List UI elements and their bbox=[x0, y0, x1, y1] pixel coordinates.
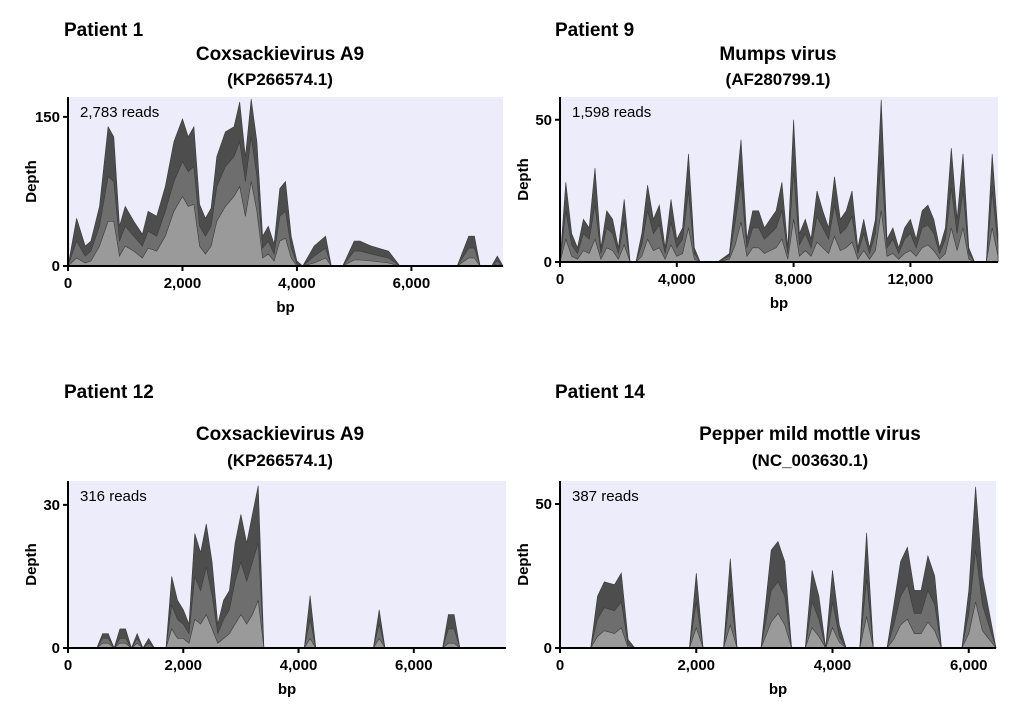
y-tick-label: 150 bbox=[35, 109, 60, 126]
patient-label: Patient 14 bbox=[555, 382, 645, 403]
x-tick-label: 6,000 bbox=[950, 657, 988, 674]
chart-title: Coxsackievirus A9 bbox=[195, 424, 365, 445]
y-tick-label: 30 bbox=[43, 497, 60, 514]
y-tick-label: 0 bbox=[544, 640, 552, 657]
chart-subtitle: (NC_003630.1) bbox=[751, 451, 869, 470]
chart-title: Mumps virus bbox=[719, 44, 837, 65]
x-tick-label: 0 bbox=[64, 657, 72, 674]
chart-subtitle: (KP266574.1) bbox=[227, 70, 333, 89]
reads-count-label: 387 reads bbox=[572, 488, 639, 505]
x-axis-label: bp bbox=[769, 681, 787, 698]
y-axis-label: Depth bbox=[23, 160, 40, 203]
x-tick-label: 6,000 bbox=[395, 657, 433, 674]
y-axis-label: Depth bbox=[515, 158, 532, 201]
x-tick-label: 4,000 bbox=[280, 657, 318, 674]
x-tick-label: 0 bbox=[556, 271, 564, 288]
x-tick-label: 0 bbox=[556, 657, 564, 674]
y-tick-label: 0 bbox=[52, 258, 60, 275]
x-tick-label: 2,000 bbox=[677, 657, 715, 674]
y-axis-label: Depth bbox=[515, 543, 532, 586]
chart-panel-2: Patient 9 Mumps virus (AF280799.1) 0 4,00… bbox=[0, 0, 1024, 354]
coverage-area-layer-2 bbox=[68, 542, 506, 649]
x-tick-label: 6,000 bbox=[393, 275, 431, 292]
chart-subtitle: (AF280799.1) bbox=[725, 70, 831, 89]
x-axis-label: bp bbox=[770, 295, 788, 312]
y-tick-label: 50 bbox=[535, 496, 552, 513]
reads-count-label: 2,783 reads bbox=[80, 104, 159, 121]
chart-2: 0 4,000 8,000 12,000 0 50 bp Depth 1,598 reads bbox=[515, 97, 999, 312]
y-tick-label: 0 bbox=[52, 640, 60, 657]
x-tick-label: 2,000 bbox=[164, 275, 202, 292]
x-axis-label: bp bbox=[276, 299, 294, 316]
patient-label: Patient 12 bbox=[64, 382, 154, 403]
plot-area bbox=[68, 481, 506, 648]
chart-title: Pepper mild mottle virus bbox=[699, 424, 921, 445]
x-tick-label: 12,000 bbox=[887, 271, 933, 288]
x-tick-label: 2,000 bbox=[164, 657, 202, 674]
chart-subtitle: (KP266574.1) bbox=[227, 451, 333, 470]
x-axis-label: bp bbox=[278, 681, 296, 698]
x-tick-label: 4,000 bbox=[814, 657, 852, 674]
y-tick-label: 50 bbox=[535, 112, 552, 129]
reads-count-label: 1,598 reads bbox=[572, 104, 651, 121]
chart-3: 0 2,000 4,000 6,000 0 30 bp Depth 316 reads bbox=[23, 481, 506, 698]
x-tick-label: 0 bbox=[64, 275, 72, 292]
y-axis-label: Depth bbox=[23, 543, 40, 586]
chart-1: 0 2,000 4,000 6,000 0 150 bp Depth 2,783 reads bbox=[23, 97, 504, 316]
chart-panel-3: Patient 12 Coxsackievirus A9 (KP266574.1… bbox=[23, 382, 506, 698]
x-tick-label: 4,000 bbox=[278, 275, 316, 292]
chart-panel-1: Patient 1 Coxsackievirus A9 (KP266574.1)… bbox=[0, 0, 512, 354]
patient-label: Patient 9 bbox=[555, 20, 635, 41]
reads-count-label: 316 reads bbox=[80, 488, 147, 505]
x-tick-label: 8,000 bbox=[775, 271, 813, 288]
patient-label: Patient 1 bbox=[64, 20, 144, 41]
y-tick-label: 0 bbox=[544, 254, 552, 271]
x-tick-label: 4,000 bbox=[658, 271, 696, 288]
coverage-area-layer-1 bbox=[68, 485, 506, 649]
chart-title: Coxsackievirus A9 bbox=[195, 44, 365, 65]
